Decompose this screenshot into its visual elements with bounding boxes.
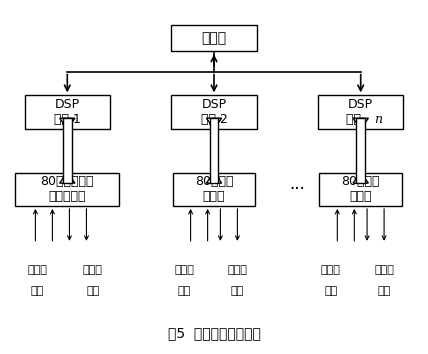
Text: DSP: DSP — [348, 98, 373, 111]
Text: 80路信号采集
与控制电路: 80路信号采集 与控制电路 — [41, 175, 94, 203]
Polygon shape — [210, 118, 218, 183]
Polygon shape — [357, 118, 365, 183]
Text: ···: ··· — [289, 180, 305, 198]
Text: 工控机: 工控机 — [202, 31, 226, 45]
Polygon shape — [206, 118, 222, 129]
FancyBboxPatch shape — [15, 173, 119, 206]
Polygon shape — [353, 173, 369, 183]
Text: 模块: 模块 — [346, 113, 365, 126]
Text: n: n — [374, 113, 382, 126]
Text: 阵列: 阵列 — [324, 286, 338, 296]
Text: 阵列: 阵列 — [178, 286, 191, 296]
Polygon shape — [59, 118, 75, 129]
FancyBboxPatch shape — [172, 25, 256, 51]
Text: 图5  分选系统组成框图: 图5 分选系统组成框图 — [168, 326, 260, 340]
FancyBboxPatch shape — [319, 173, 402, 206]
FancyBboxPatch shape — [172, 95, 256, 129]
Text: 阵列: 阵列 — [377, 286, 391, 296]
Text: 阵列: 阵列 — [31, 286, 44, 296]
Text: 阵列: 阵列 — [86, 286, 99, 296]
FancyBboxPatch shape — [318, 95, 403, 129]
Text: 80路采集
与控制: 80路采集 与控制 — [342, 175, 380, 203]
Text: 继电器: 继电器 — [83, 265, 103, 275]
Text: 继电器: 继电器 — [374, 265, 394, 275]
Text: DSP
模块 2: DSP 模块 2 — [201, 98, 227, 126]
Text: 传感器: 传感器 — [174, 265, 194, 275]
Text: 继电器: 继电器 — [227, 265, 247, 275]
Text: 阵列: 阵列 — [231, 286, 244, 296]
Text: 传感器: 传感器 — [27, 265, 48, 275]
Polygon shape — [63, 118, 71, 183]
FancyBboxPatch shape — [172, 173, 256, 206]
Polygon shape — [206, 173, 222, 183]
FancyBboxPatch shape — [25, 95, 110, 129]
Text: 80路采集
与控制: 80路采集 与控制 — [195, 175, 233, 203]
Text: DSP
模块 1: DSP 模块 1 — [54, 98, 81, 126]
Text: 传感器: 传感器 — [321, 265, 341, 275]
Polygon shape — [353, 118, 369, 129]
Polygon shape — [59, 173, 75, 183]
